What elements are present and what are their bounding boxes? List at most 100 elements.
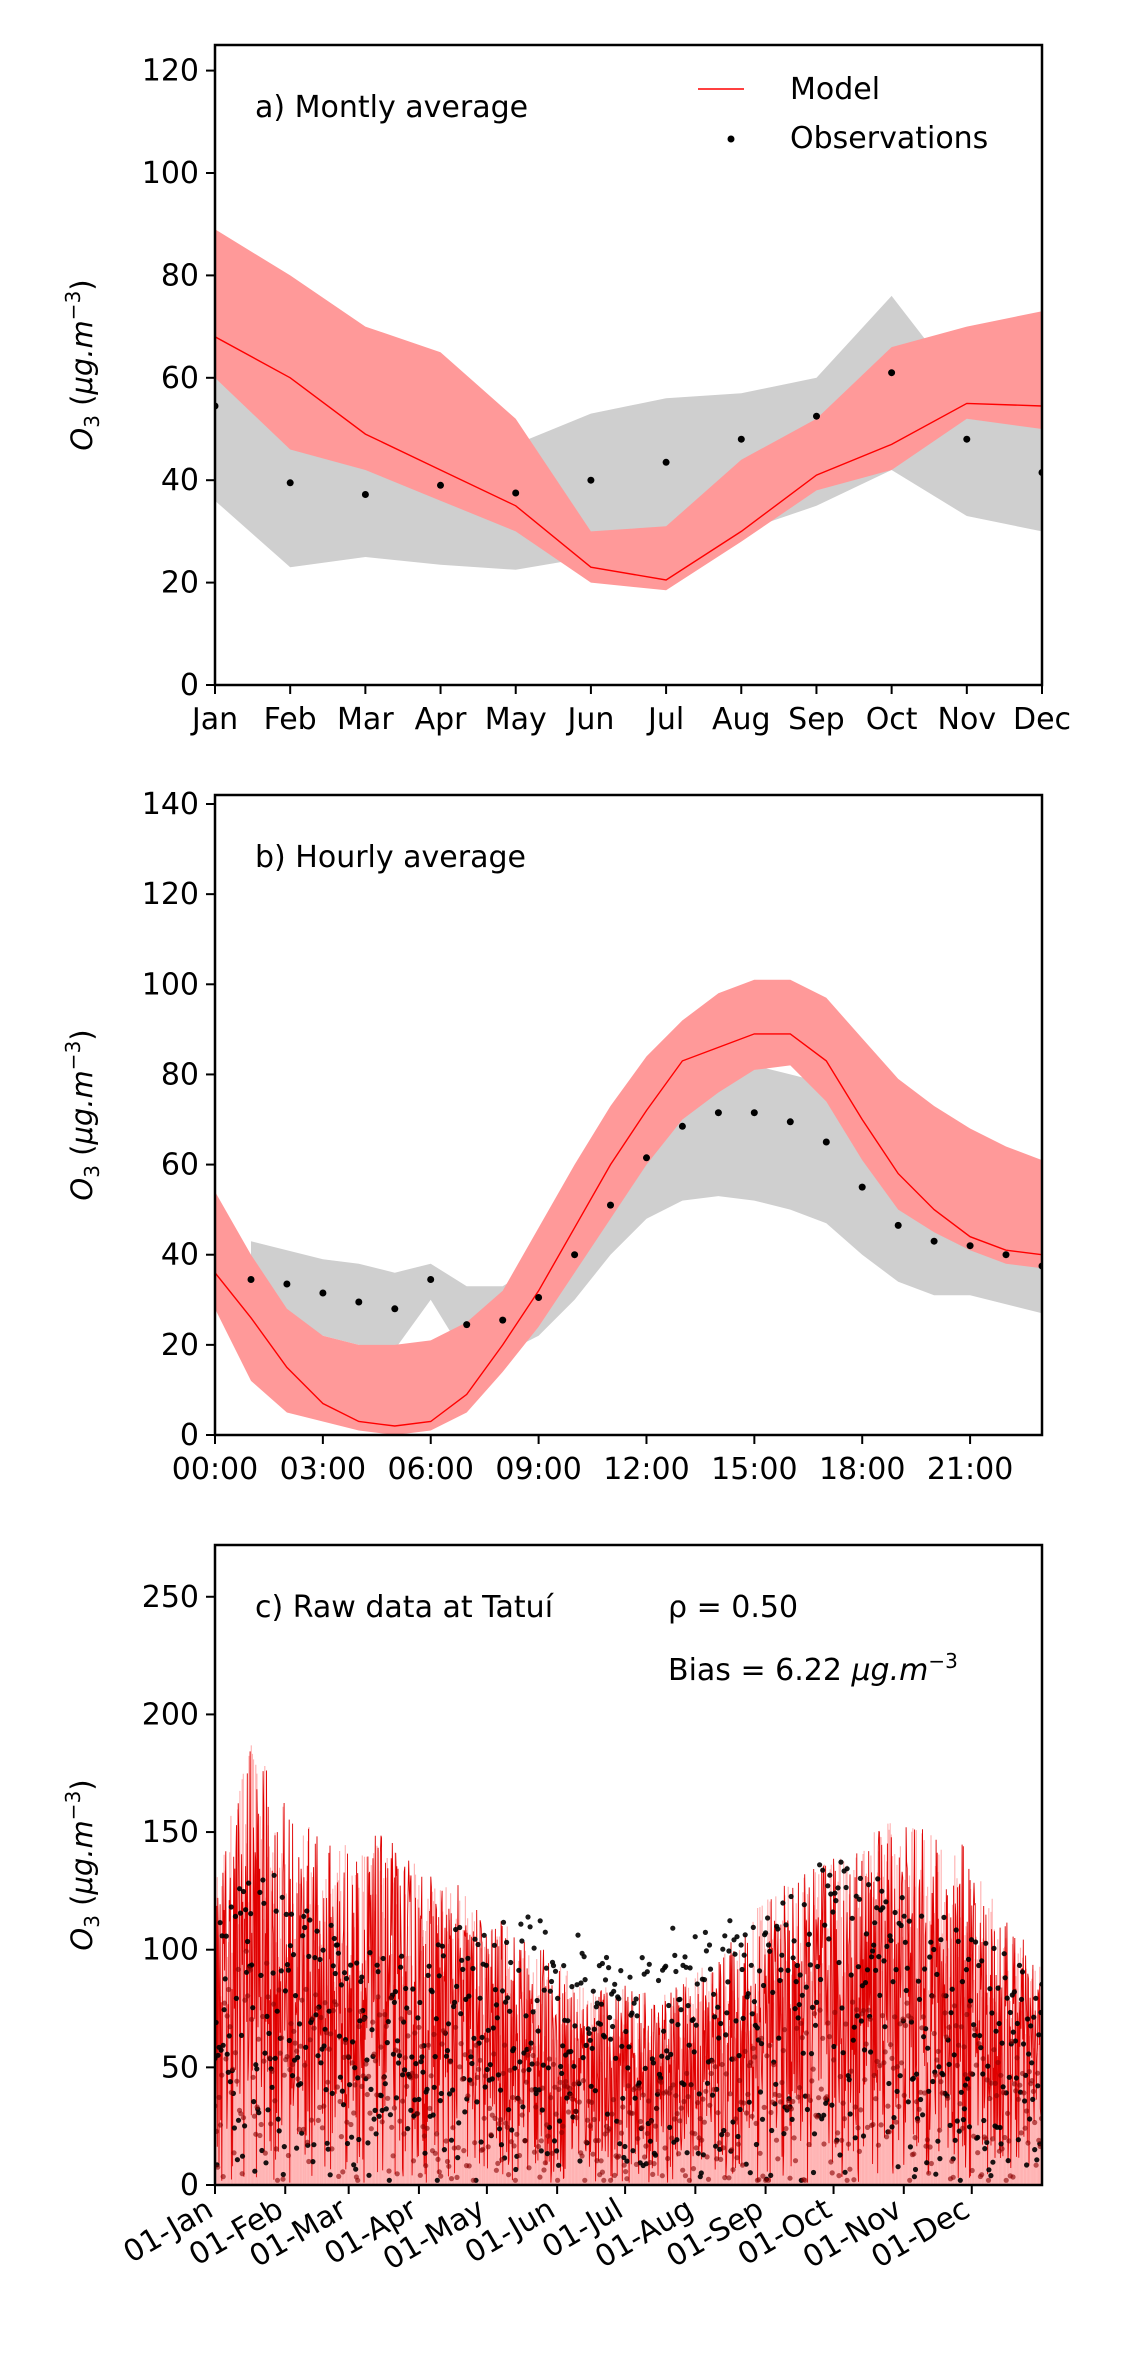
model-raw-point [954, 2062, 960, 2068]
observation-raw-point [232, 1913, 238, 1919]
observation-raw-point [897, 2073, 903, 2079]
observation-raw-point [953, 1927, 959, 1933]
model-raw-point [716, 2140, 723, 2146]
model-raw-point [835, 2130, 841, 2136]
observation-raw-point [828, 1891, 834, 1897]
model-raw-point [765, 2177, 771, 2183]
observation-raw-point [711, 1991, 717, 1997]
model-raw-point [413, 2073, 419, 2079]
model-raw-point [731, 2056, 737, 2062]
observation-raw-point [893, 1967, 899, 1973]
model-raw-point [682, 2173, 689, 2179]
observation-raw-point [979, 1958, 985, 1964]
observation-raw-point [465, 1955, 471, 1961]
observation-raw-point [792, 2006, 798, 2012]
observation-raw-point [664, 2048, 670, 2054]
observation-raw-point [777, 1977, 783, 1984]
model-raw-point [851, 2177, 857, 2183]
observation-raw-point [443, 2053, 449, 2059]
observation-raw-point [353, 2166, 359, 2172]
model-raw-point [580, 2078, 587, 2084]
observation-raw-point [591, 2026, 597, 2032]
observation-raw-point [231, 2125, 237, 2131]
observation-raw-point [921, 2034, 927, 2040]
observation-raw-point [329, 2090, 335, 2096]
model-raw-point [243, 1948, 249, 1954]
model-raw-point [720, 2145, 727, 2151]
observation-point [607, 1201, 614, 1209]
observation-raw-point [439, 1943, 445, 1949]
model-raw-point [300, 2126, 306, 2132]
model-raw-point [939, 2090, 945, 2096]
observation-raw-point [245, 1938, 251, 1945]
observation-raw-point [253, 2062, 259, 2068]
model-raw-point [231, 2150, 237, 2156]
model-raw-point [556, 2086, 562, 2092]
observation-raw-point [947, 2122, 953, 2128]
observation-raw-point [848, 1972, 854, 1978]
model-raw-point [821, 2141, 827, 2147]
model-raw-point [814, 2114, 820, 2120]
observation-raw-point [392, 1989, 399, 1995]
observation-raw-point [284, 1962, 290, 1968]
ylabel-hourly: O3 (μg.m−3) [61, 1029, 104, 1200]
model-raw-point [266, 2055, 272, 2061]
model-raw-point [1010, 2174, 1016, 2180]
observation-raw-point [269, 2084, 275, 2090]
model-raw-point [302, 2062, 308, 2068]
annotation-monthly: a) Montly average [255, 90, 528, 125]
model-raw-point [408, 2075, 414, 2081]
model-raw-point [400, 2098, 406, 2104]
observation-raw-point [1016, 1962, 1023, 1968]
model-raw-point [240, 2115, 247, 2121]
observation-raw-point [365, 2140, 371, 2146]
model-raw-point [481, 2115, 487, 2121]
observation-raw-point [507, 2008, 513, 2014]
observation-raw-point [832, 1890, 838, 1896]
observation-raw-point [452, 1999, 458, 2005]
observation-raw-point [1033, 1995, 1039, 2001]
model-raw-point [385, 2095, 391, 2101]
observation-raw-point [1012, 2038, 1019, 2044]
model-raw-point [334, 2084, 340, 2090]
ylabel-raw: O3 (μg.m−3) [61, 1779, 104, 1950]
observation-raw-point [500, 1919, 507, 1925]
model-raw-point [550, 2061, 557, 2067]
model-raw-point [926, 2170, 932, 2176]
model-raw-point [245, 1993, 251, 1999]
model-raw-point [553, 2111, 559, 2117]
observation-raw-point [814, 1999, 820, 2005]
model-raw-point [735, 2141, 742, 2147]
observation-raw-point [248, 1911, 254, 1917]
model-raw-point [633, 2161, 640, 2167]
observation-point [714, 1109, 722, 1117]
model-raw-point [843, 2021, 849, 2027]
observation-raw-point [420, 2069, 426, 2075]
model-raw-point [1026, 2069, 1032, 2075]
model-raw-point [618, 2130, 625, 2136]
observation-raw-point [739, 1966, 745, 1973]
hourly-xtick-label: 03:00 [280, 1452, 366, 1487]
observation-raw-point [965, 1956, 972, 1962]
model-raw-point [387, 1995, 393, 2001]
model-raw-point [503, 2120, 509, 2126]
model-raw-point [730, 2167, 736, 2173]
observation-point [966, 1242, 974, 1250]
monthly-xtick-label: Oct [866, 702, 918, 737]
observation-raw-point [842, 2169, 848, 2175]
model-raw-point [609, 2111, 615, 2117]
model-raw-point [976, 2041, 982, 2047]
model-raw-point [364, 2091, 370, 2098]
model-raw-point [659, 2173, 665, 2179]
observation-raw-point [631, 2000, 637, 2006]
observation-raw-point [323, 2087, 329, 2093]
model-raw-point [995, 2059, 1001, 2066]
observation-raw-point [629, 2010, 635, 2016]
model-raw-point [531, 2149, 538, 2155]
model-raw-point [802, 2177, 808, 2183]
observation-raw-point [498, 2142, 505, 2148]
observation-raw-point [622, 2143, 628, 2150]
model-raw-point [504, 2124, 510, 2130]
observation-raw-point [861, 2047, 868, 2053]
observation-raw-point [239, 2153, 246, 2159]
